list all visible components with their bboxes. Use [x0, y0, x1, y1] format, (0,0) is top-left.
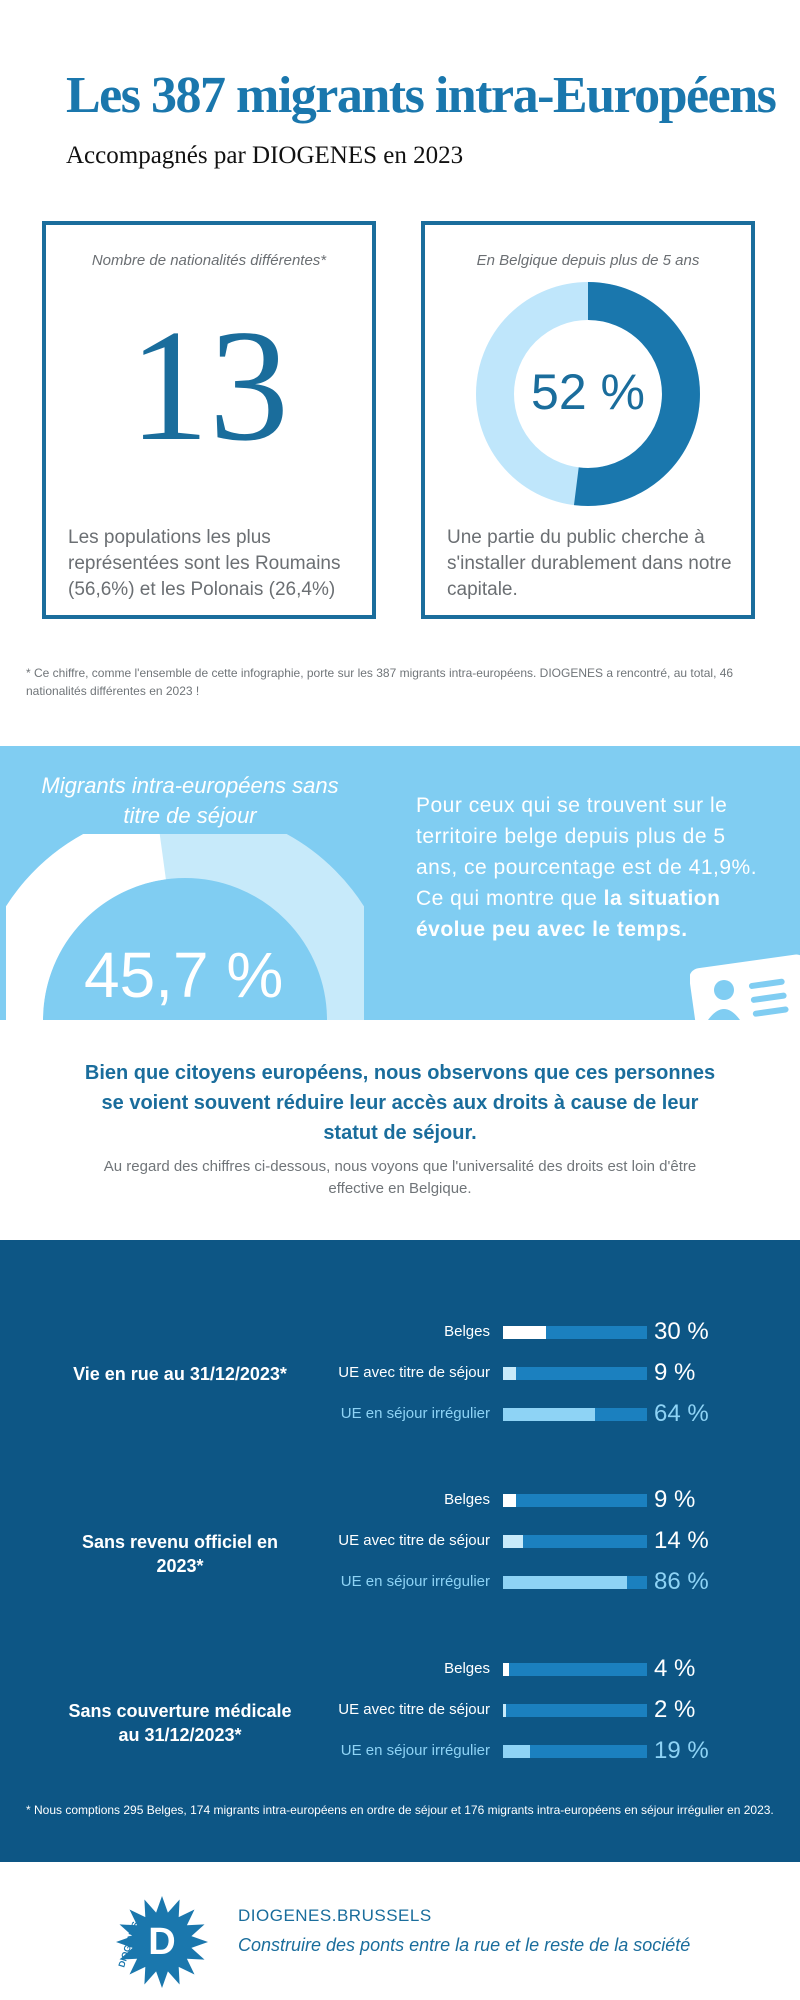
bar-value: 64 % [654, 1400, 709, 1427]
belgium-text: Une partie du public cherche à s'install… [447, 527, 732, 600]
donut-chart [476, 282, 700, 506]
page-subtitle: Accompagnés par DIOGENES en 2023 [66, 142, 464, 169]
belgium-donut: 52 % [475, 281, 701, 507]
bar-value: 30 % [654, 1318, 709, 1345]
bar-fill [503, 1408, 596, 1421]
bar-label: Belges [444, 1491, 490, 1508]
bar-track [503, 1535, 647, 1548]
donut-percent: 52 % [531, 364, 645, 420]
footnote-top: * Ce chiffre, comme l'ensemble de cette … [26, 666, 734, 698]
bar-label: UE en séjour irrégulier [340, 1742, 490, 1759]
logo-star [116, 1896, 208, 1988]
nationalities-text: Les populations les plus représentées so… [68, 527, 341, 600]
nationalities-card: Nombre de nationalités différentes* 13 L… [42, 221, 376, 619]
bar-track [503, 1326, 647, 1339]
bar-label: UE avec titre de séjour [338, 1532, 490, 1549]
bar-label: UE en séjour irrégulier [340, 1405, 490, 1422]
group-label: Vie en rue au 31/12/2023* [73, 1364, 287, 1384]
bar-label: Belges [444, 1660, 490, 1677]
bar-track [503, 1704, 647, 1717]
footnote-bottom: * Nous comptions 295 Belges, 174 migrant… [26, 1803, 774, 1817]
bar-label: Belges [444, 1323, 490, 1340]
bar-value: 86 % [654, 1568, 709, 1595]
bar-fill [503, 1367, 516, 1380]
no-permit-text-bold: la situation évolue peu avec le temps. [416, 887, 721, 941]
bar-value: 4 % [654, 1655, 696, 1682]
logo-letter: D [148, 1921, 175, 1963]
bar-track [503, 1408, 647, 1421]
bar-value: 9 % [654, 1486, 696, 1513]
bar-value: 19 % [654, 1737, 709, 1764]
bar-fill [503, 1663, 509, 1676]
gauge-arc [0, 809, 167, 1020]
bar-fill [503, 1745, 531, 1758]
donut-arc [573, 282, 700, 506]
bar-label: UE en séjour irrégulier [340, 1573, 490, 1590]
belgium-card: En Belgique depuis plus de 5 ans 52 % Un… [421, 221, 755, 619]
belgium-caption: En Belgique depuis plus de 5 ans [476, 252, 700, 269]
footer-tagline: Construire des ponts entre la rue et le … [238, 1935, 691, 1955]
diogenes-logo: D DIOGENES [116, 1896, 208, 1988]
bar-track [503, 1367, 647, 1380]
no-permit-percent: 45,7 % [84, 939, 284, 1011]
no-permit-gauge [0, 808, 397, 1020]
statement-headline: Bien que citoyens européens, nous observ… [84, 1062, 716, 1144]
footer-site[interactable]: DIOGENES.BRUSSELS [238, 1906, 432, 1925]
group-label: Sans revenu officiel en 2023* [81, 1532, 279, 1576]
bar-track [503, 1745, 647, 1758]
no-permit-text-plain: Pour ceux qui se trouvent sur le territo… [416, 794, 758, 910]
bar-fill [503, 1704, 506, 1717]
rights-chart-band: Vie en rue au 31/12/2023* Belges 30 % UE av… [0, 1240, 800, 1862]
bar-track [503, 1663, 647, 1676]
bar-value: 2 % [654, 1696, 696, 1723]
statement-sub: Au regard des chiffres ci-dessous, nous … [103, 1158, 697, 1197]
no-permit-caption: Migrants intra-européens sans titre de s… [41, 773, 339, 828]
nationalities-number: 13 [129, 296, 289, 474]
group-label: Sans couverture médicale au 31/12/2023* [68, 1701, 292, 1745]
id-card-icon [690, 954, 800, 1020]
bar-fill [503, 1494, 516, 1507]
bar-label: UE avec titre de séjour [338, 1701, 490, 1718]
no-permit-band: Migrants intra-européens sans titre de s… [0, 746, 800, 1020]
bar-fill [503, 1535, 524, 1548]
bar-value: 14 % [654, 1527, 709, 1554]
semi-donut [0, 808, 397, 1020]
no-permit-text: Pour ceux qui se trouvent sur le territo… [416, 790, 766, 945]
nationalities-caption: Nombre de nationalités différentes* [91, 252, 327, 269]
bar-label: UE avec titre de séjour [338, 1364, 490, 1381]
bar-fill [503, 1576, 627, 1589]
bar-track [503, 1576, 647, 1589]
bar-value: 9 % [654, 1359, 696, 1386]
bar-fill [503, 1326, 547, 1339]
page-title: Les 387 migrants intra-Européens [66, 67, 777, 124]
bar-track [503, 1494, 647, 1507]
